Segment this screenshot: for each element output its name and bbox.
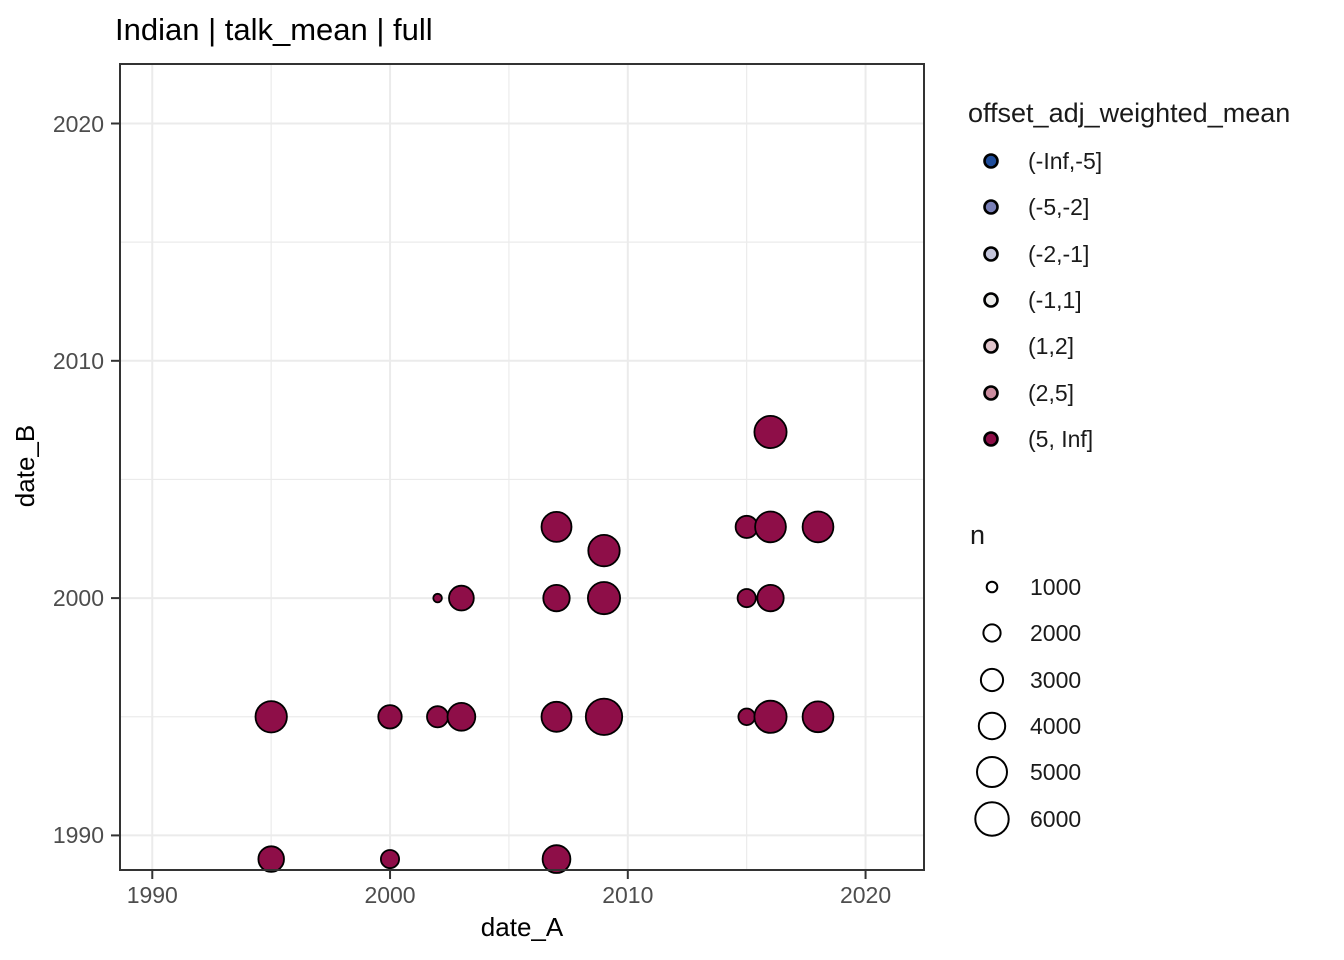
color-legend-item: (-2,-1] <box>957 231 1337 277</box>
color-legend-item: (-Inf,-5] <box>957 138 1337 184</box>
data-point <box>587 533 621 568</box>
legend-size-circle-icon <box>985 580 999 594</box>
data-point <box>754 510 787 544</box>
size-legend-item: 2000 <box>957 610 1337 656</box>
y-tick-label: 1990 <box>52 822 104 849</box>
data-point <box>756 583 785 613</box>
color-legend-label: (2,5] <box>1028 379 1075 406</box>
legend-size-circle-icon <box>979 667 1005 692</box>
data-point <box>801 510 835 544</box>
x-tick-label: 2020 <box>839 882 892 908</box>
color-legend-label: (1,2] <box>1028 333 1075 360</box>
data-point <box>753 414 788 449</box>
data-point <box>448 584 475 612</box>
legend-size-circle-icon <box>974 800 1010 837</box>
data-point <box>801 700 835 734</box>
legend-key-circle-icon <box>983 292 999 308</box>
x-tick-label: 2010 <box>602 882 654 908</box>
data-point <box>377 704 403 730</box>
color-legend-item: (2,5] <box>957 370 1337 416</box>
color-legend-item: (1,2] <box>957 323 1337 369</box>
data-point <box>446 701 477 732</box>
data-point <box>257 845 285 873</box>
data-point <box>426 705 450 729</box>
size-legend-item: 1000 <box>957 564 1337 610</box>
y-axis-title: date_B <box>10 424 40 508</box>
size-legend-title: n <box>970 520 986 550</box>
size-legend-item: 4000 <box>957 703 1337 749</box>
size-legend-label: 3000 <box>1030 666 1082 693</box>
size-legend-label: 4000 <box>1030 712 1082 739</box>
legend-key-circle-icon <box>983 153 999 169</box>
color-legend-label: (-Inf,-5] <box>1028 148 1103 174</box>
color-legend-label: (-2,-1] <box>1028 240 1090 267</box>
data-point <box>584 697 624 736</box>
data-point <box>541 844 572 874</box>
legend-key-circle-icon <box>983 430 999 447</box>
color-legend-item: (-5,-2] <box>957 184 1337 230</box>
color-legend-item: (-1,1] <box>957 277 1337 323</box>
plot-panel <box>111 63 925 879</box>
size-legend-item: 5000 <box>957 749 1337 795</box>
data-point <box>379 849 400 870</box>
legend-size-circle-icon <box>976 756 1008 789</box>
data-point <box>432 592 443 604</box>
x-tick-label: 2000 <box>364 882 416 908</box>
color-legend-label: (-1,1] <box>1028 286 1082 313</box>
color-legend-label: (-5,-2] <box>1028 194 1090 221</box>
data-point <box>542 583 571 613</box>
color-legend-label: (5, Inf] <box>1028 425 1094 452</box>
size-legend-label: 6000 <box>1030 805 1082 832</box>
data-point <box>540 510 573 543</box>
legend-key-circle-icon <box>983 338 999 354</box>
y-tick-label: 2020 <box>52 110 104 137</box>
data-point <box>254 700 288 734</box>
panel-border <box>119 63 925 871</box>
size-legend-label: 1000 <box>1030 574 1082 600</box>
size-legend-label: 2000 <box>1030 620 1082 647</box>
legend-key-circle-icon <box>983 384 999 401</box>
plot-title: Indian | talk_mean | full <box>115 12 433 47</box>
size-legend-item: 3000 <box>957 657 1337 703</box>
x-axis-title: date_A <box>480 912 564 942</box>
x-tick-label: 1990 <box>126 882 178 908</box>
data-point <box>753 699 788 734</box>
size-legend-item: 6000 <box>957 796 1337 842</box>
size-legend-label: 5000 <box>1030 759 1082 786</box>
legend-key-circle-icon <box>983 199 999 216</box>
data-point <box>737 707 756 727</box>
legend-size-circle-icon <box>982 623 1002 643</box>
color-legend-item: (5, Inf] <box>957 416 1337 462</box>
legend-key-circle-icon <box>983 245 999 262</box>
legend-size-circle-icon <box>977 711 1007 741</box>
data-point <box>586 581 621 616</box>
color-legend-title: offset_adj_weighted_mean <box>968 98 1291 128</box>
data-point <box>736 588 757 609</box>
y-tick-label: 2010 <box>52 347 104 374</box>
y-tick-label: 2000 <box>52 585 104 612</box>
data-point <box>540 700 573 733</box>
